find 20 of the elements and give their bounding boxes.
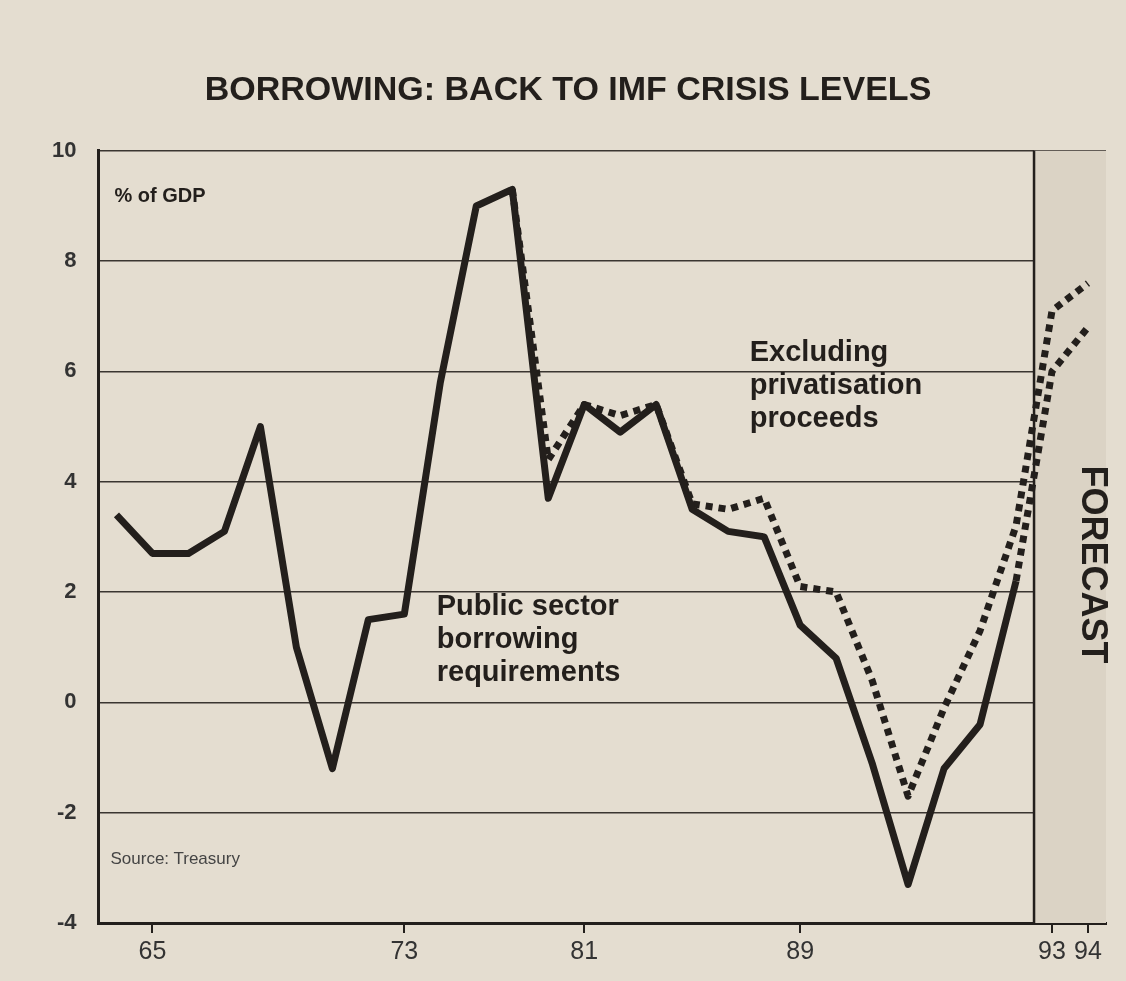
x-tick-label: 81 bbox=[570, 935, 599, 964]
x-tick-label: 93 bbox=[1038, 935, 1066, 964]
x-tick-label: 89 bbox=[786, 935, 815, 964]
chart-title: BORROWING: BACK TO IMF CRISIS LEVELS bbox=[204, 68, 932, 107]
x-tick-label: 94 bbox=[1074, 935, 1103, 964]
y-axis-title: % of GDP bbox=[114, 184, 206, 207]
band-label: FORECAST bbox=[1074, 465, 1116, 664]
y-tick-label: 10 bbox=[51, 136, 77, 162]
y-tick-label: 4 bbox=[64, 467, 78, 493]
y-tick-label: 6 bbox=[64, 357, 77, 383]
y-tick-label: -4 bbox=[56, 909, 78, 935]
text: Excluding privatisation proceeds bbox=[749, 334, 923, 433]
y-tick-label: 8 bbox=[64, 247, 77, 273]
y-tick-label: 0 bbox=[64, 688, 77, 714]
series-label: Public sector borrowing requirements bbox=[436, 588, 621, 687]
y-tick-label: 2 bbox=[64, 578, 77, 604]
x-tick-label: 65 bbox=[138, 935, 167, 964]
annotation: Source: Treasury bbox=[110, 849, 241, 869]
x-tick-label: 73 bbox=[390, 935, 419, 964]
y-tick-label: -2 bbox=[56, 798, 77, 824]
